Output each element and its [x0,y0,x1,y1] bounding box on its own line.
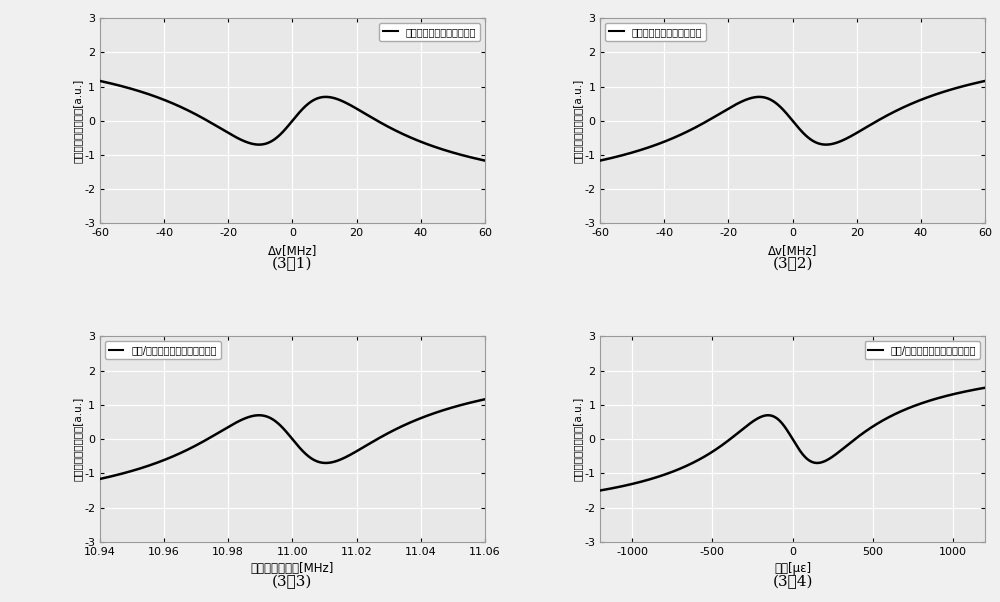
Y-axis label: 受激布里渊散射相移[a.u.]: 受激布里渊散射相移[a.u.] [573,397,583,481]
X-axis label: Δv[MHz]: Δv[MHz] [268,244,317,257]
Text: (3－2): (3－2) [772,256,813,271]
Legend: 损耗/增益型受激布里渊散射相移: 损耗/增益型受激布里渊散射相移 [105,341,220,359]
Legend: 损耗型受激布里渊散射相移: 损耗型受激布里渊散射相移 [379,23,480,41]
Text: (3－4): (3－4) [772,575,813,589]
Legend: 增益/损耗型受激布里渊散射相移: 增益/损耗型受激布里渊散射相移 [865,341,980,359]
Legend: 增益型受激布里渊散射相移: 增益型受激布里渊散射相移 [605,23,706,41]
X-axis label: Δv[MHz]: Δv[MHz] [768,244,817,257]
Y-axis label: 受激布里渊散射相移[a.u.]: 受激布里渊散射相移[a.u.] [573,79,583,163]
Text: (3－3): (3－3) [272,575,313,589]
Y-axis label: 受激布里渊散射相移[a.u.]: 受激布里渊散射相移[a.u.] [73,79,83,163]
X-axis label: 应变[με]: 应变[με] [774,562,811,576]
Text: (3－1): (3－1) [272,256,313,271]
Y-axis label: 受激布里渊散射相移[a.u.]: 受激布里渊散射相移[a.u.] [73,397,83,481]
X-axis label: 微波信号源频率[MHz]: 微波信号源频率[MHz] [251,562,334,576]
